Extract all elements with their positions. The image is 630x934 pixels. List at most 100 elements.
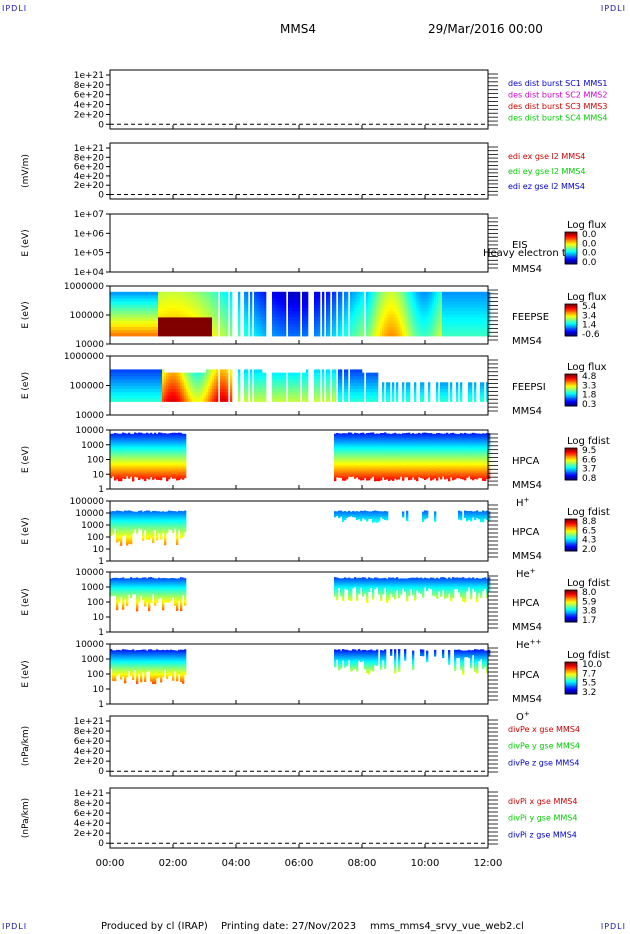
spectrogram-cell (414, 298, 417, 302)
spectrogram-cell (168, 461, 171, 464)
spectrogram-cell (154, 476, 157, 479)
spectrogram-cell (164, 472, 167, 475)
spectrogram-cell (222, 307, 225, 312)
spectrogram-cell (130, 462, 133, 465)
spectrogram-cell (350, 298, 353, 302)
spectrogram-cell (222, 298, 225, 302)
spectrogram-cell (130, 465, 133, 468)
spectrogram-cell (356, 320, 359, 324)
spectrogram-cell (128, 298, 131, 302)
spectrogram-cell (136, 434, 139, 437)
spectrogram-cell (138, 448, 141, 451)
spectrogram-cell (390, 310, 393, 315)
spectrogram-cell (376, 375, 379, 380)
spectrogram-cell (184, 460, 187, 463)
spectrogram-cell (362, 329, 365, 334)
spectrogram-cell (340, 455, 343, 458)
spectrogram-cell (336, 450, 339, 453)
colorbar-cell (565, 260, 577, 262)
spectrogram-cell (118, 375, 121, 380)
spectrogram-cell (110, 444, 113, 447)
spectrogram-cell (478, 294, 481, 299)
spectrogram-cell (178, 398, 181, 402)
spectrogram-cell (130, 473, 133, 476)
spectrogram-cell (484, 317, 487, 321)
spectrogram-cell (146, 473, 149, 476)
spectrogram-cell (354, 395, 357, 399)
spectrogram-cell (174, 391, 177, 396)
spectrogram-cell (254, 323, 257, 327)
spectrogram-cell (238, 375, 241, 380)
spectrogram-cell (130, 466, 133, 469)
spectrogram-cell (428, 391, 431, 396)
spectrogram-cell (222, 329, 225, 334)
spectrogram-cell (372, 385, 375, 390)
spectrogram-cell (148, 326, 151, 331)
spectrogram-cell (282, 294, 285, 299)
spectrogram-cell (166, 329, 169, 334)
spectrogram-cell (168, 441, 171, 444)
spectrogram-cell (138, 467, 141, 470)
spectrogram-cell (170, 398, 173, 402)
spectrogram-cell (332, 304, 335, 308)
spectrogram-cell (322, 298, 325, 302)
spectrogram-cell (152, 440, 155, 443)
spectrogram-cell (470, 388, 473, 393)
spectrogram-cell (448, 313, 451, 318)
spectrogram-cell (132, 454, 135, 457)
spectrogram-cell (278, 372, 281, 377)
spectrogram-cell (182, 304, 185, 308)
spectrogram-cell (146, 391, 149, 396)
spectrogram-cell (174, 298, 177, 302)
spectrogram-cell (120, 477, 123, 480)
spectrogram-cell (358, 326, 361, 331)
spectrogram-cell (146, 459, 149, 462)
spectrogram-cell (256, 391, 259, 396)
spectrogram-cell (114, 294, 117, 299)
spectrogram-cell (222, 395, 225, 399)
spectrogram-cell (244, 382, 247, 386)
spectrogram-cell (184, 298, 187, 302)
spectrogram-cell (210, 329, 213, 334)
spectrogram-cell (398, 304, 401, 308)
spectrogram-cell (290, 332, 293, 337)
spectrogram-cell (446, 313, 449, 318)
spectrogram-cell (432, 301, 435, 305)
colorbar-cell (565, 376, 577, 379)
spectrogram-cell (216, 369, 219, 373)
spectrogram-cell (328, 395, 331, 399)
spectrogram-cell (174, 291, 177, 296)
spectrogram-cell (158, 438, 161, 441)
spectrogram-cell (150, 461, 153, 463)
spectrogram-cell (210, 382, 213, 386)
spectrogram-cell (338, 467, 341, 470)
spectrogram-cell (370, 304, 373, 308)
spectrogram-cell (292, 332, 295, 337)
corner-label-top-left: IPDLI (2, 4, 28, 13)
spectrogram-cell (456, 317, 459, 321)
spectrogram-cell (254, 372, 257, 377)
spectrogram-cell (296, 326, 299, 331)
spectrogram-cell (210, 385, 213, 390)
spectrogram-cell (288, 398, 291, 402)
spectrogram-cell (226, 379, 229, 383)
spectrogram-cell (336, 458, 339, 461)
spectrogram-cell (202, 332, 205, 337)
spectrogram-cell (210, 294, 213, 299)
spectrogram-cell (152, 438, 155, 441)
spectrogram-cell (110, 433, 113, 436)
spectrogram-cell (206, 313, 209, 318)
spectrogram-cell (130, 369, 133, 373)
spectrogram-cell (158, 326, 161, 331)
spectrogram-cell (486, 323, 489, 327)
spectrogram-cell (212, 294, 215, 299)
spectrogram-cell (336, 462, 339, 465)
spectrogram-cell (150, 329, 153, 334)
spectrogram-cell (454, 310, 457, 315)
spectrogram-cell (146, 310, 149, 315)
spectrogram-cell (314, 329, 317, 334)
spectrogram-cell (134, 385, 137, 390)
spectrogram-cell (468, 382, 471, 386)
spectrogram-cell (336, 445, 339, 448)
spectrogram-cell (354, 320, 357, 324)
